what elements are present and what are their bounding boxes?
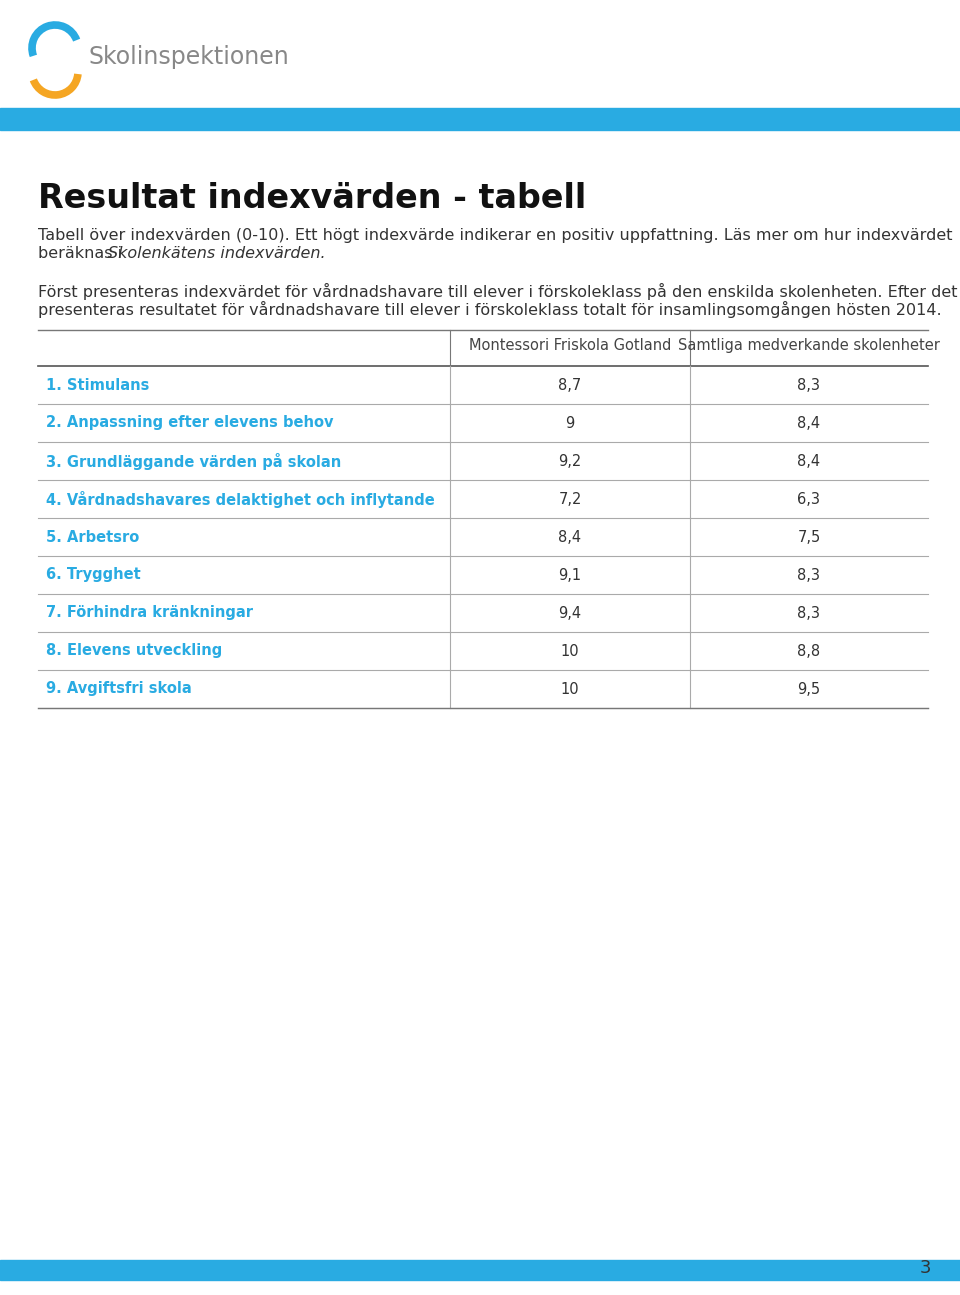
Text: 7. Förhindra kränkningar: 7. Förhindra kränkningar (46, 606, 253, 620)
Text: Tabell över indexvärden (0-10). Ett högt indexvärde indikerar en positiv uppfatt: Tabell över indexvärden (0-10). Ett högt… (38, 228, 952, 243)
Text: 1. Stimulans: 1. Stimulans (46, 378, 150, 392)
Text: 8,4: 8,4 (798, 453, 821, 469)
Text: 8,7: 8,7 (559, 378, 582, 392)
Text: 8,3: 8,3 (798, 567, 821, 583)
Text: 10: 10 (561, 681, 579, 697)
Text: 8,4: 8,4 (798, 416, 821, 430)
Text: 9: 9 (565, 416, 575, 430)
Text: 8,3: 8,3 (798, 606, 821, 620)
Text: 8,3: 8,3 (798, 378, 821, 392)
Text: presenteras resultatet för vårdnadshavare till elever i förskoleklass totalt för: presenteras resultatet för vårdnadshavar… (38, 300, 942, 319)
Text: 6,3: 6,3 (798, 492, 821, 506)
Text: Resultat indexvärden - tabell: Resultat indexvärden - tabell (38, 183, 587, 215)
Text: Först presenteras indexvärdet för vårdnadshavare till elever i förskoleklass på : Först presenteras indexvärdet för vårdna… (38, 284, 957, 300)
Text: 7,5: 7,5 (798, 530, 821, 544)
Text: 8. Elevens utveckling: 8. Elevens utveckling (46, 644, 223, 658)
Text: beräknas i: beräknas i (38, 246, 128, 262)
Text: 9,5: 9,5 (798, 681, 821, 697)
Text: 5. Arbetsro: 5. Arbetsro (46, 530, 139, 544)
Text: 9,1: 9,1 (559, 567, 582, 583)
Text: 6. Trygghet: 6. Trygghet (46, 567, 141, 583)
Text: 7,2: 7,2 (559, 492, 582, 506)
Text: 9. Avgiftsfri skola: 9. Avgiftsfri skola (46, 681, 192, 697)
Text: 8,4: 8,4 (559, 530, 582, 544)
Text: 10: 10 (561, 644, 579, 658)
Text: Skolenkätens indexvärden.: Skolenkätens indexvärden. (108, 246, 326, 262)
Text: 2. Anpassning efter elevens behov: 2. Anpassning efter elevens behov (46, 416, 333, 430)
Text: 9,4: 9,4 (559, 606, 582, 620)
Text: Samtliga medverkande skolenheter: Samtliga medverkande skolenheter (678, 338, 940, 354)
Text: 3: 3 (920, 1259, 931, 1277)
Text: 4. Vårdnadshavares delaktighet och inflytande: 4. Vårdnadshavares delaktighet och infly… (46, 491, 435, 508)
Text: Skolinspektionen: Skolinspektionen (88, 45, 289, 69)
Text: 9,2: 9,2 (559, 453, 582, 469)
Bar (0, 1260, 960, 1279)
Bar (0, 107, 960, 130)
Text: 3. Grundläggande värden på skolan: 3. Grundläggande värden på skolan (46, 452, 341, 470)
Text: Montessori Friskola Gotland: Montessori Friskola Gotland (468, 338, 671, 354)
Text: 8,8: 8,8 (798, 644, 821, 658)
